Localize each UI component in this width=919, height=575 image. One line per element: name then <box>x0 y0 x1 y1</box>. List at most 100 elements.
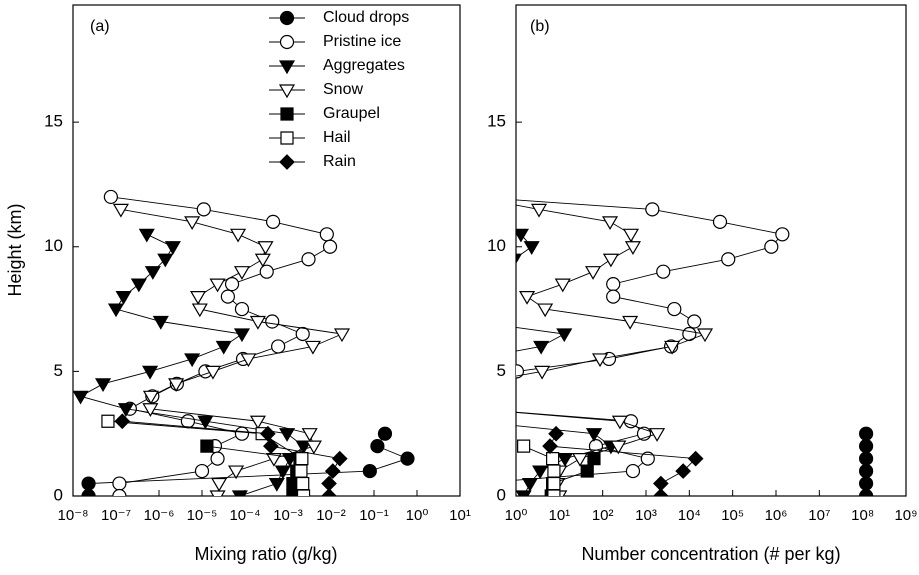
y-tick-label: 0 <box>497 485 506 504</box>
marker <box>466 490 479 503</box>
marker <box>466 402 479 415</box>
x-tick-label: 10⁷ <box>808 507 830 524</box>
marker <box>664 340 681 355</box>
marker <box>516 228 529 243</box>
legend-label: Snow <box>323 81 363 98</box>
marker <box>466 477 479 490</box>
marker <box>215 340 232 355</box>
marker <box>548 425 564 442</box>
marker <box>81 476 96 491</box>
marker <box>602 216 619 231</box>
marker <box>775 227 790 242</box>
marker <box>377 426 393 441</box>
marker <box>542 438 558 455</box>
marker <box>280 131 294 145</box>
marker <box>519 291 536 305</box>
marker <box>466 391 480 403</box>
marker <box>196 202 211 217</box>
marker <box>249 415 266 430</box>
marker <box>466 292 480 304</box>
marker <box>858 451 874 466</box>
marker <box>656 264 671 279</box>
marker <box>400 451 415 466</box>
marker <box>301 252 316 267</box>
marker <box>858 426 874 441</box>
marker <box>304 340 321 355</box>
marker <box>249 315 266 330</box>
marker <box>81 488 96 496</box>
marker <box>112 488 127 496</box>
marker <box>466 279 480 291</box>
marker <box>115 291 132 305</box>
marker <box>556 328 573 343</box>
marker <box>144 266 161 280</box>
marker <box>228 465 245 480</box>
marker <box>667 301 682 317</box>
marker <box>194 463 210 479</box>
marker <box>209 490 226 496</box>
x-tick-label: 10⁵ <box>721 507 744 524</box>
y-tick-label: 5 <box>54 361 63 380</box>
marker <box>279 10 295 26</box>
panel-label: (b) <box>530 18 550 35</box>
marker <box>265 314 280 329</box>
marker <box>209 278 226 293</box>
series-line <box>88 433 409 496</box>
marker <box>534 365 551 380</box>
marker <box>649 428 666 442</box>
marker <box>142 403 159 417</box>
marker <box>157 253 174 268</box>
legend-label: Graupel <box>323 105 380 122</box>
marker <box>286 489 300 496</box>
marker <box>112 203 129 218</box>
plot-area <box>466 199 874 503</box>
marker <box>466 317 480 329</box>
marker <box>858 439 874 454</box>
marker <box>319 227 334 242</box>
marker <box>278 60 296 75</box>
marker <box>268 477 285 492</box>
marker <box>184 216 201 231</box>
marker <box>231 490 248 496</box>
marker <box>370 439 385 454</box>
marker <box>168 378 185 393</box>
marker <box>585 266 602 280</box>
y-tick-label: 0 <box>54 485 63 504</box>
x-tick-label: 10⁻² <box>316 507 346 524</box>
marker <box>466 379 480 391</box>
marker <box>571 453 589 467</box>
marker <box>712 214 728 229</box>
marker <box>142 390 159 405</box>
marker <box>687 450 704 467</box>
marker <box>210 451 225 466</box>
marker <box>265 453 282 467</box>
x-tick-label: 10⁴ <box>678 507 701 524</box>
marker <box>220 289 235 304</box>
marker <box>230 228 247 243</box>
plot-area <box>73 189 415 496</box>
plot-frame <box>72 4 461 497</box>
marker <box>602 253 619 268</box>
y-tick-label: 10 <box>44 236 63 255</box>
marker <box>257 241 274 255</box>
marker <box>606 277 621 292</box>
y-tick-label: 15 <box>487 112 506 131</box>
marker <box>466 379 480 391</box>
panel-label: (a) <box>90 18 110 35</box>
marker <box>180 414 196 429</box>
plot-frame <box>515 4 907 497</box>
marker <box>610 440 627 455</box>
marker <box>280 107 294 121</box>
x-tick-label: 10⁶ <box>765 507 788 524</box>
marker <box>234 301 250 317</box>
marker <box>278 84 296 99</box>
marker <box>652 488 669 496</box>
marker <box>279 34 295 50</box>
marker <box>547 489 561 496</box>
marker <box>130 278 147 293</box>
marker <box>858 488 874 496</box>
x-tick-label: 10² <box>592 507 614 524</box>
marker <box>240 353 257 368</box>
marker <box>296 489 311 496</box>
marker <box>466 267 480 279</box>
